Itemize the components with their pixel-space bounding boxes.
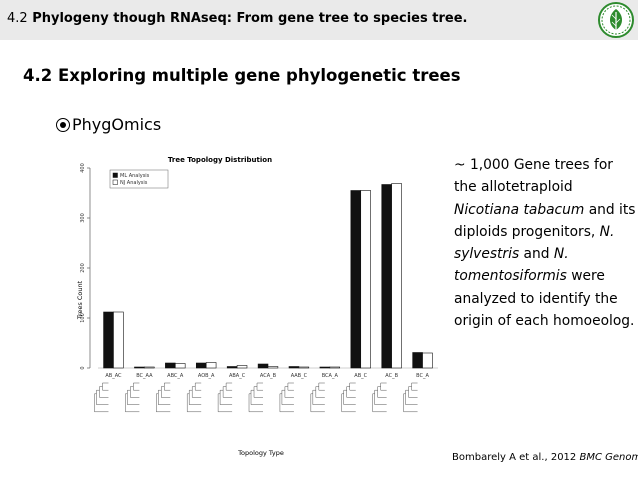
bar-nj bbox=[236, 365, 248, 369]
bar-ml bbox=[226, 366, 238, 369]
bullet-label: PhygOmics bbox=[72, 115, 162, 134]
citation-journal: BMC Genomics bbox=[579, 452, 638, 463]
legend-box bbox=[109, 169, 169, 189]
topology-chart: Tree Topology Distribution Topology Type… bbox=[76, 156, 438, 457]
header-section-number: 4.2 bbox=[7, 11, 28, 26]
header-title: 4.2 Phylogeny though RNAseq: From gene t… bbox=[7, 11, 467, 26]
bar-ml bbox=[319, 366, 331, 369]
bar-ml bbox=[257, 363, 269, 369]
section-heading: 4.2 Exploring multiple gene phylogenetic… bbox=[23, 66, 461, 85]
x-tick-label: ABC_A bbox=[167, 373, 184, 379]
mini-tree-icon bbox=[217, 382, 233, 413]
mini-tree-icon bbox=[279, 382, 294, 413]
bar-ml bbox=[165, 362, 176, 369]
mini-tree-icon bbox=[125, 382, 140, 413]
citation-authors: Bombarely A et al., 2012 bbox=[452, 452, 580, 463]
chart-ylabel: Trees Count bbox=[76, 280, 84, 320]
bar-nj bbox=[329, 366, 341, 369]
header-bar: 4.2 Phylogeny though RNAseq: From gene t… bbox=[0, 0, 638, 40]
citation: Bombarely A et al., 2012 BMC Genomics bbox=[452, 452, 638, 463]
bar-nj bbox=[144, 366, 155, 369]
x-tick-label: BC_AA bbox=[136, 373, 153, 379]
x-tick-label: ABA_C bbox=[229, 373, 246, 379]
mini-tree-icon bbox=[403, 382, 418, 413]
bar-ml bbox=[350, 190, 362, 369]
y-tick-label: 0 bbox=[80, 366, 86, 369]
y-tick-label: 400 bbox=[80, 163, 86, 173]
bar-ml bbox=[381, 184, 392, 369]
bullet-item: PhygOmics bbox=[56, 115, 161, 134]
x-tick-label: ACA_B bbox=[260, 373, 277, 379]
legend-label: NJ Analysis bbox=[120, 180, 148, 186]
legend-swatch bbox=[112, 179, 118, 185]
bar-ml bbox=[412, 352, 423, 369]
x-tick-label: AC_B bbox=[385, 373, 398, 379]
y-tick-label: 100 bbox=[80, 313, 86, 323]
mini-tree-icon bbox=[156, 382, 171, 413]
description-part-4: were analyzed to identify the origin of … bbox=[454, 268, 635, 330]
bullet-icon bbox=[56, 118, 70, 132]
x-tick-label: BCA_A bbox=[322, 373, 339, 379]
chart-title: Tree Topology Distribution bbox=[168, 156, 272, 164]
x-tick-label: AOB_A bbox=[198, 373, 215, 379]
mini-tree-icon bbox=[310, 382, 325, 413]
legend-label: ML Analysis bbox=[120, 173, 150, 179]
y-tick-label: 200 bbox=[80, 263, 86, 273]
bar-ml bbox=[134, 366, 145, 369]
bar-nj bbox=[422, 352, 433, 369]
bar-nj bbox=[113, 311, 124, 369]
header-title-text: Phylogeny though RNAseq: From gene tree … bbox=[32, 11, 468, 26]
legend-swatch bbox=[112, 172, 118, 178]
species-sylvestris: N. sylvestris bbox=[454, 223, 615, 263]
bar-nj bbox=[205, 362, 217, 369]
species-tabacum: Nicotiana tabacum bbox=[454, 201, 585, 218]
bar-ml bbox=[288, 366, 300, 369]
x-tick-label: AB_AC bbox=[105, 373, 122, 379]
x-tick-label: BC_A bbox=[416, 373, 429, 379]
mini-tree-icon bbox=[186, 382, 202, 413]
bar-ml bbox=[195, 362, 207, 369]
bar-nj bbox=[267, 366, 279, 369]
mini-tree-icon bbox=[248, 382, 264, 413]
chart-xlabel: Topology Type bbox=[237, 449, 284, 457]
leaf-logo-icon bbox=[598, 2, 634, 38]
description-text: ~ 1,000 Gene trees for the allotetraploi… bbox=[454, 154, 636, 332]
species-tomentosiformis: N. tomentosiformis bbox=[454, 246, 569, 285]
mini-tree-icon bbox=[341, 382, 356, 413]
description-part-1: ~ 1,000 Gene trees for the allotetraploi… bbox=[454, 157, 613, 196]
x-tick-label: AAB_C bbox=[291, 373, 308, 379]
bar-nj bbox=[174, 363, 186, 369]
mini-tree-icon bbox=[372, 382, 387, 413]
chart-ylabel-group: Trees Count bbox=[76, 280, 84, 320]
bar-nj bbox=[298, 366, 310, 369]
mini-tree-icon bbox=[94, 382, 109, 413]
description-part-2: and its diploids progenitors, bbox=[454, 201, 636, 240]
description-part-3: and bbox=[519, 246, 554, 263]
bar-ml bbox=[103, 311, 114, 369]
y-tick-label: 300 bbox=[80, 213, 86, 223]
bar-nj bbox=[360, 190, 371, 369]
bar-nj bbox=[391, 183, 402, 369]
x-tick-label: AB_C bbox=[354, 373, 367, 379]
